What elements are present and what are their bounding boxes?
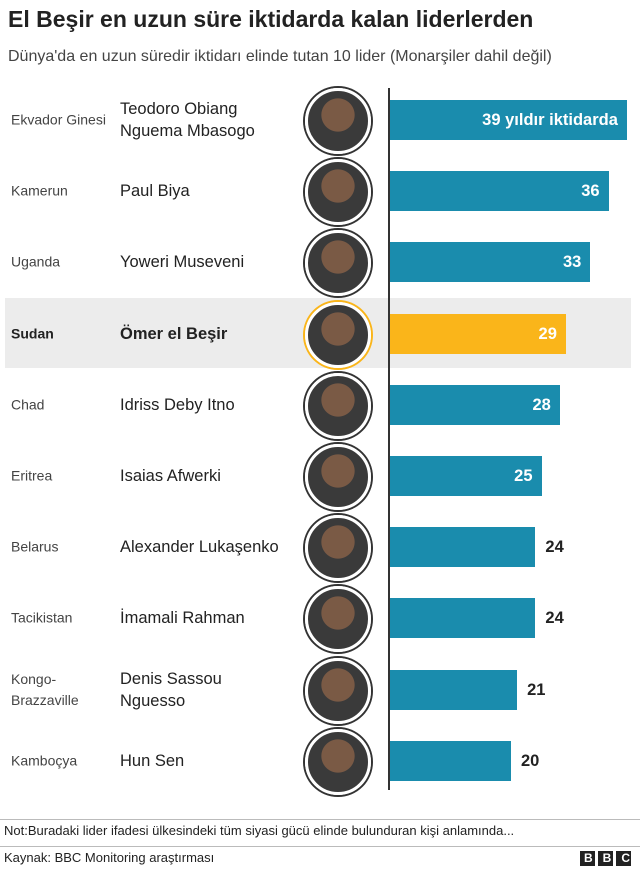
photo [305,88,371,154]
bar [389,456,542,496]
leader-name: Teodoro Obiang Nguema Mbasogo [120,100,255,140]
value-label: 20 [521,751,540,770]
chart-title: El Beşir en uzun süre iktidarda kalan li… [8,6,534,32]
value-label: 24 [545,609,564,628]
chart-subtitle: Dünya'da en uzun süredir iktidarı elinde… [8,48,552,65]
logo-text: BBC [584,851,640,865]
country-label: Uganda [11,253,61,270]
value-label: 33 [562,253,582,272]
leader-name: Hun Sen [120,751,185,770]
leader-name: Paul Biya [120,182,190,201]
country-label: Kamboçya [11,752,78,769]
photo [305,230,371,297]
photo [305,657,371,724]
value-label: 39 yıldır iktidarda [482,111,618,129]
bar [389,669,518,710]
photo [305,444,371,510]
leader-name: Yoweri Museveni [120,253,245,272]
bar [389,598,536,639]
photo [305,586,371,653]
photo [305,372,371,439]
country-label: Eritrea [11,467,53,484]
note: Not:Buradaki lider ifadesi ülkesindeki t… [4,823,515,838]
country-label: Kongo-Brazzaville [11,670,79,708]
bar [389,384,560,425]
value-label: 21 [527,680,546,699]
bar [389,171,609,212]
bar [389,100,627,140]
photo [305,301,371,368]
source: Kaynak: BBC Monitoring araştırması [4,850,215,865]
country-label: Belarus [11,538,59,555]
value-label: 25 [514,467,533,485]
bar [389,313,566,354]
bar [389,740,511,781]
bar [389,242,591,283]
leader-name: Ömer el Beşir [120,324,228,343]
value-label: 24 [545,538,564,557]
leader-name: Denis Sassou Nguesso [120,669,222,710]
country-label: Chad [11,396,45,413]
divider [0,819,640,820]
country-label: Tacikistan [11,609,73,626]
photo [305,159,371,226]
photo [305,728,371,795]
leader-name: Idriss Deby Itno [120,395,235,414]
leader-name: Alexander Lukaşenko [120,538,279,557]
axis-line [388,88,390,790]
country-label: Sudan [11,325,54,342]
bar [389,527,536,568]
leader-name: Isaias Afwerki [120,467,221,485]
photo [305,515,371,582]
value-label: 28 [532,395,551,414]
value-label: 36 [581,182,600,201]
country-label: Kamerun [11,182,68,199]
leader-name: İmamali Rahman [120,609,245,628]
country-label: Ekvador Ginesi [11,111,106,128]
logo: BBC [580,851,632,866]
divider [0,846,640,847]
value-label: 29 [538,324,557,343]
